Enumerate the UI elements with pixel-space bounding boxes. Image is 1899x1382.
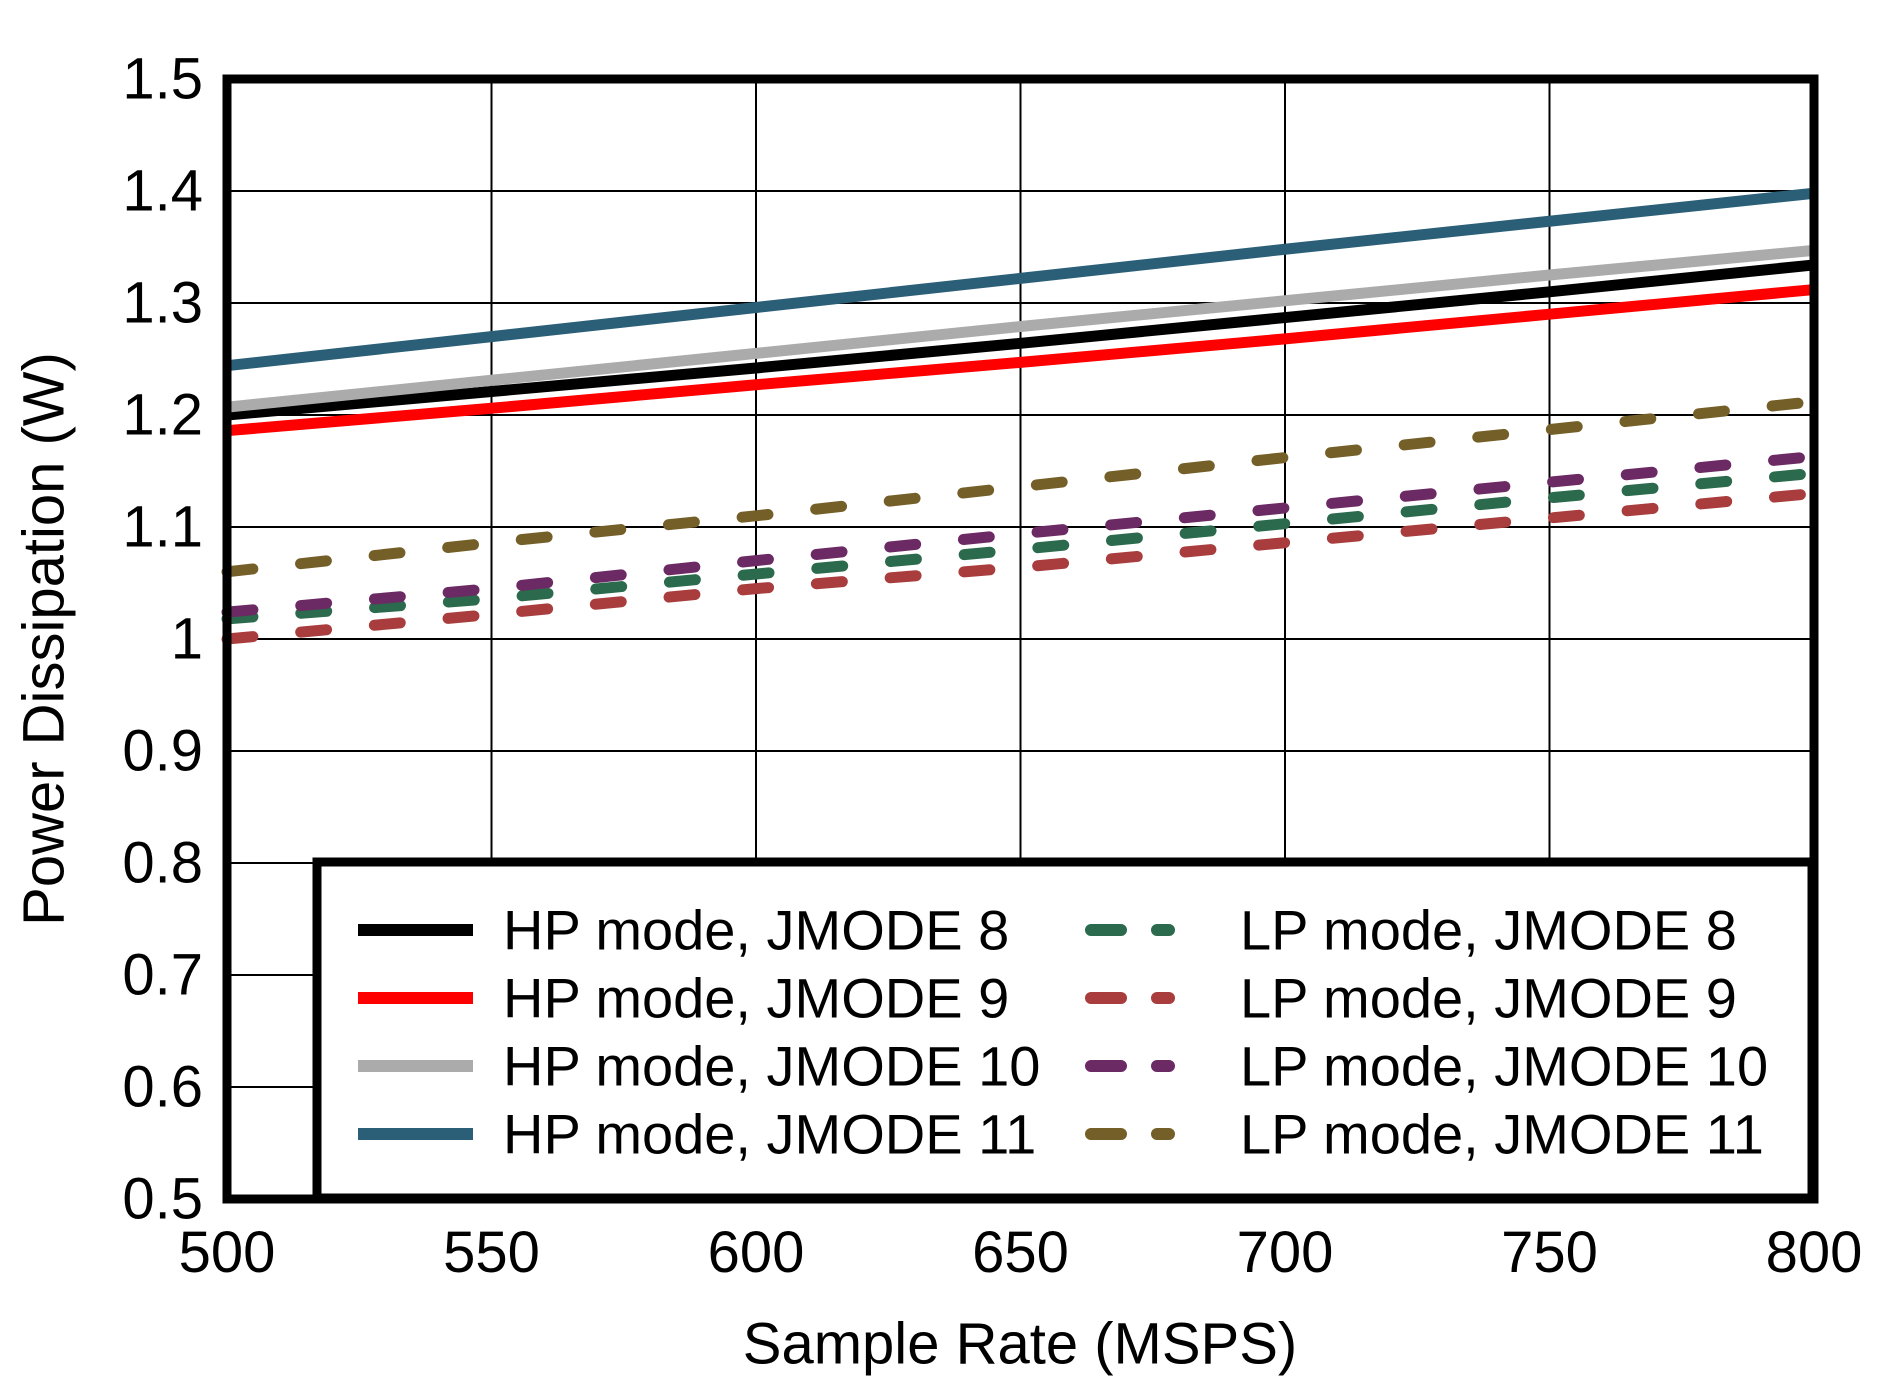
y-tick-label-1.3: 1.3: [122, 271, 203, 336]
y-tick-label-1: 1: [171, 607, 203, 672]
legend-label-hp-mode-jmode-9: HP mode, JMODE 9: [503, 967, 1009, 1030]
y-tick-label-1.1: 1.1: [122, 495, 203, 560]
series-line-lp-mode-jmode-10: [221, 450, 1820, 618]
y-tick-label-1.2: 1.2: [122, 383, 203, 448]
y-axis-title: Power Dissipation (W): [11, 352, 77, 926]
series-line-lp-mode-jmode-9: [221, 487, 1820, 645]
series-line-lp-mode-jmode-8: [221, 467, 1820, 625]
x-tick-label-600: 600: [708, 1220, 805, 1285]
x-tick-label-800: 800: [1766, 1220, 1863, 1285]
series-line-hp-mode-jmode-11: [226, 187, 1815, 372]
y-tick-label-1.4: 1.4: [122, 159, 203, 224]
legend-label-hp-mode-jmode-10: HP mode, JMODE 10: [503, 1035, 1040, 1098]
legend-label-hp-mode-jmode-11: HP mode, JMODE 11: [503, 1103, 1036, 1166]
series-line-lp-mode-jmode-11: [221, 396, 1820, 578]
plot-border: [222, 74, 1819, 1204]
legend-label-hp-mode-jmode-8: HP mode, JMODE 8: [503, 899, 1009, 962]
legend-label-lp-mode-jmode-10: LP mode, JMODE 10: [1240, 1035, 1768, 1098]
series-line-hp-mode-jmode-9: [226, 284, 1815, 437]
y-tick-label-0.6: 0.6: [122, 1055, 203, 1120]
legend-label-lp-mode-jmode-11: LP mode, JMODE 11: [1240, 1103, 1764, 1166]
x-axis-title: Sample Rate (MSPS): [742, 1311, 1298, 1377]
x-tick-label-500: 500: [179, 1220, 276, 1285]
x-tick-label-550: 550: [443, 1220, 540, 1285]
y-tick-label-0.9: 0.9: [122, 719, 203, 784]
legend-label-lp-mode-jmode-8: LP mode, JMODE 8: [1240, 899, 1737, 962]
y-tick-label-0.5: 0.5: [122, 1167, 203, 1232]
x-tick-label-750: 750: [1501, 1220, 1598, 1285]
series-line-hp-mode-jmode-10: [226, 244, 1815, 413]
series-line-hp-mode-jmode-8: [226, 259, 1815, 421]
x-tick-label-650: 650: [972, 1220, 1069, 1285]
y-tick-label-1.5: 1.5: [122, 47, 203, 112]
y-tick-label-0.8: 0.8: [122, 831, 203, 896]
y-tick-label-0.7: 0.7: [122, 943, 203, 1008]
legend-label-lp-mode-jmode-9: LP mode, JMODE 9: [1240, 967, 1737, 1030]
x-tick-label-700: 700: [1237, 1220, 1334, 1285]
